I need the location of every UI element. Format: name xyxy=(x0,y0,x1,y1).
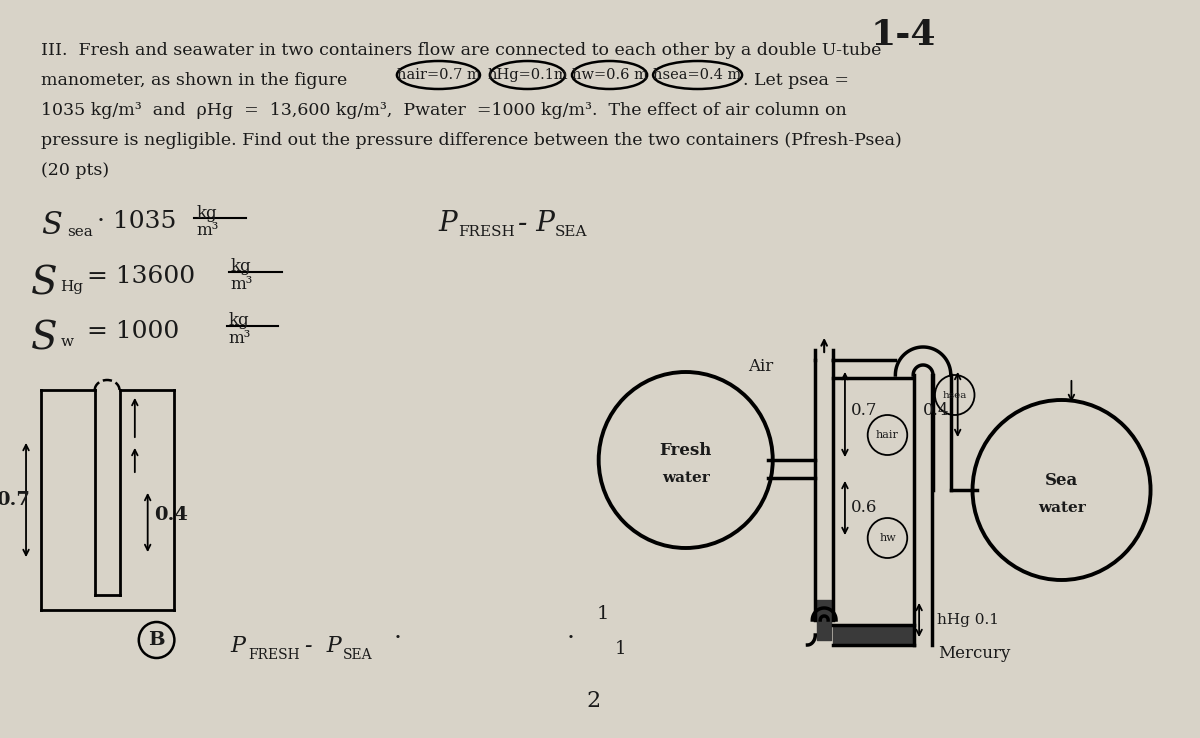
Text: Sea: Sea xyxy=(1045,472,1078,489)
Text: w: w xyxy=(61,335,73,349)
Text: SEA: SEA xyxy=(342,648,372,662)
Text: 1: 1 xyxy=(596,605,610,623)
Text: III.  Fresh and seawater in two containers flow are connected to each other by a: III. Fresh and seawater in two container… xyxy=(41,42,881,59)
Text: B: B xyxy=(149,631,164,649)
Text: 1: 1 xyxy=(614,640,626,658)
Text: 2: 2 xyxy=(587,690,601,712)
Text: 0.7: 0.7 xyxy=(0,491,30,509)
Text: FRESH: FRESH xyxy=(248,648,300,662)
Text: pressure is negligible. Find out the pressure difference between the two contain: pressure is negligible. Find out the pre… xyxy=(41,132,901,149)
Text: .: . xyxy=(568,620,575,643)
Text: P: P xyxy=(438,210,457,237)
Text: water: water xyxy=(1038,501,1086,515)
Text: 0.4: 0.4 xyxy=(923,401,949,418)
Text: S: S xyxy=(41,210,61,241)
Text: .: . xyxy=(394,620,402,643)
Text: - P: - P xyxy=(517,210,554,237)
Text: = 13600: = 13600 xyxy=(88,265,196,288)
Text: (20 pts): (20 pts) xyxy=(41,162,109,179)
Text: 1-4: 1-4 xyxy=(870,18,936,52)
Text: hHg=0.1m: hHg=0.1m xyxy=(487,68,568,82)
Text: 0.4: 0.4 xyxy=(155,506,188,524)
Text: P: P xyxy=(230,635,246,657)
Text: hw=0.6 m: hw=0.6 m xyxy=(571,68,648,82)
Text: · 1035: · 1035 xyxy=(97,210,176,233)
Text: 0.7: 0.7 xyxy=(851,401,877,418)
Text: S: S xyxy=(31,265,58,302)
Text: SEA: SEA xyxy=(556,225,588,239)
Text: sea: sea xyxy=(67,225,94,239)
Text: m³: m³ xyxy=(196,222,218,239)
Text: Fresh: Fresh xyxy=(660,441,712,458)
Text: = 1000: = 1000 xyxy=(88,320,180,343)
Text: kg: kg xyxy=(230,258,251,275)
Text: . Let psea =: . Let psea = xyxy=(743,72,850,89)
Text: Mercury: Mercury xyxy=(938,645,1010,662)
Text: kg: kg xyxy=(196,205,217,222)
Text: kg: kg xyxy=(229,312,250,329)
Text: hair=0.7 m: hair=0.7 m xyxy=(396,68,480,82)
Text: manometer, as shown in the figure: manometer, as shown in the figure xyxy=(41,72,347,89)
Text: hHg 0.1: hHg 0.1 xyxy=(937,613,998,627)
Text: 1035 kg/m³  and  ρHg  =  13,600 kg/m³,  Pwater  =1000 kg/m³.  The effect of air : 1035 kg/m³ and ρHg = 13,600 kg/m³, Pwate… xyxy=(41,102,847,119)
Text: hw: hw xyxy=(880,533,896,543)
Text: water: water xyxy=(662,471,709,485)
Text: hsea=0.4 m: hsea=0.4 m xyxy=(654,68,742,82)
Text: 0.6: 0.6 xyxy=(851,500,877,517)
Text: Air: Air xyxy=(749,358,774,375)
Text: m³: m³ xyxy=(230,276,253,293)
Text: hsea: hsea xyxy=(942,390,967,399)
Text: m³: m³ xyxy=(229,330,251,347)
Text: -  P: - P xyxy=(305,635,342,657)
Text: FRESH: FRESH xyxy=(458,225,515,239)
Text: S: S xyxy=(31,320,58,357)
Text: hair: hair xyxy=(876,430,899,440)
Text: Hg: Hg xyxy=(61,280,84,294)
